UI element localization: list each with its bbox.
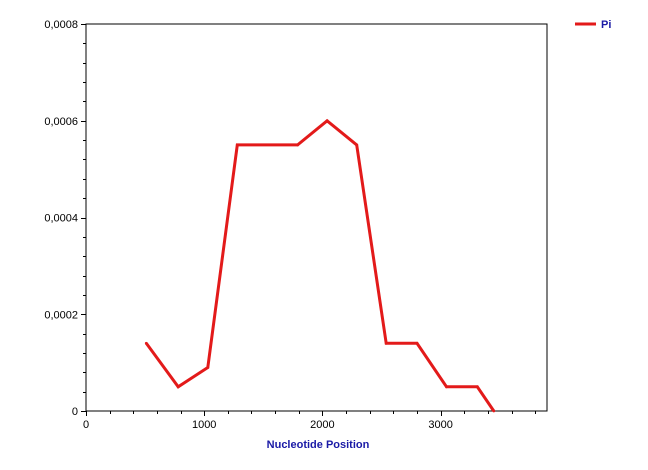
- y-tick-label: 0,0002: [44, 309, 78, 321]
- data-point: [176, 385, 180, 389]
- x-tick-label: 0: [83, 419, 89, 431]
- data-point: [415, 341, 419, 345]
- data-point: [445, 385, 448, 389]
- y-axis: 0 0,0002 0,0004 0,0006 0,0008: [44, 19, 86, 418]
- data-point: [325, 119, 329, 123]
- x-tick-label: 2000: [310, 419, 334, 431]
- x-axis-title: Nucleotide Position: [267, 439, 370, 451]
- data-point: [206, 366, 210, 369]
- x-tick-label: 3000: [428, 419, 452, 431]
- x-tick-label: 1000: [192, 419, 216, 431]
- x-axis: 0 1000 2000 3000: [83, 411, 536, 431]
- data-point: [296, 143, 299, 147]
- y-tick-label: 0,0006: [44, 116, 78, 128]
- data-point: [355, 143, 359, 147]
- plot-area: [85, 23, 548, 412]
- legend: Pi: [575, 19, 611, 31]
- series-layer: [144, 118, 496, 413]
- legend-label-pi: Pi: [601, 19, 611, 31]
- y-tick-label: 0,0004: [44, 213, 78, 225]
- y-tick-label: 0,0008: [44, 19, 78, 31]
- data-point: [475, 385, 479, 389]
- data-point: [235, 143, 239, 147]
- data-point: [384, 341, 388, 345]
- data-point: [144, 341, 148, 345]
- series-line-pi: [145, 118, 496, 412]
- data-point: [492, 409, 496, 413]
- y-tick-label: 0: [72, 406, 78, 418]
